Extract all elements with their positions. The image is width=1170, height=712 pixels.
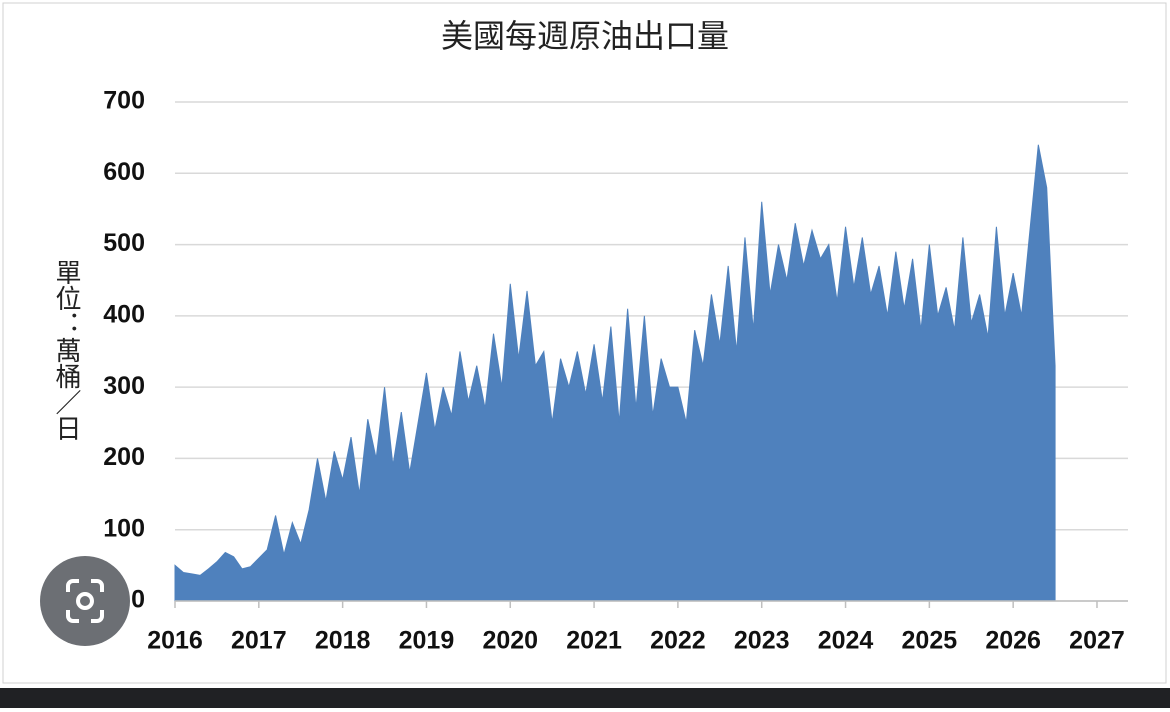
x-tick-label: 2020 (482, 627, 538, 655)
x-tick-label: 2027 (1069, 627, 1125, 655)
area (174, 144, 1056, 602)
plot: 0 100 200 300 400 500 600 700 2016 2017 2018 2019 20… (103, 87, 1128, 655)
y-axis-label: 單位：萬桶／日 (51, 259, 81, 441)
y-tick-label: 500 (103, 229, 145, 257)
y-tick-label: 0 (131, 586, 145, 614)
x-tick-label: 2024 (818, 627, 874, 655)
x-tick-label: 2023 (734, 627, 790, 655)
y-tick-label: 600 (103, 158, 145, 186)
bottom-bar (0, 688, 1170, 708)
lens-icon (40, 556, 130, 646)
y-tick-label: 300 (103, 372, 145, 400)
lens-circle (40, 556, 130, 646)
y-tick-label: 100 (103, 514, 145, 542)
x-tick-label: 2019 (399, 627, 455, 655)
x-tick-label: 2017 (231, 627, 287, 655)
y-tick-label: 400 (103, 300, 145, 328)
y-tick-label: 200 (103, 443, 145, 471)
x-tick-label: 2022 (650, 627, 706, 655)
x-tick-label: 2018 (315, 627, 371, 655)
x-tick-label: 2016 (147, 627, 203, 655)
lens-dot (76, 592, 94, 610)
x-tick-label: 2026 (985, 627, 1041, 655)
x-tick-label: 2021 (566, 627, 622, 655)
chart-title: 美國每週原油出口量 (441, 17, 729, 55)
x-tick-label: 2025 (902, 627, 958, 655)
lens-frame (66, 579, 104, 623)
y-tick-label: 700 (103, 87, 145, 115)
